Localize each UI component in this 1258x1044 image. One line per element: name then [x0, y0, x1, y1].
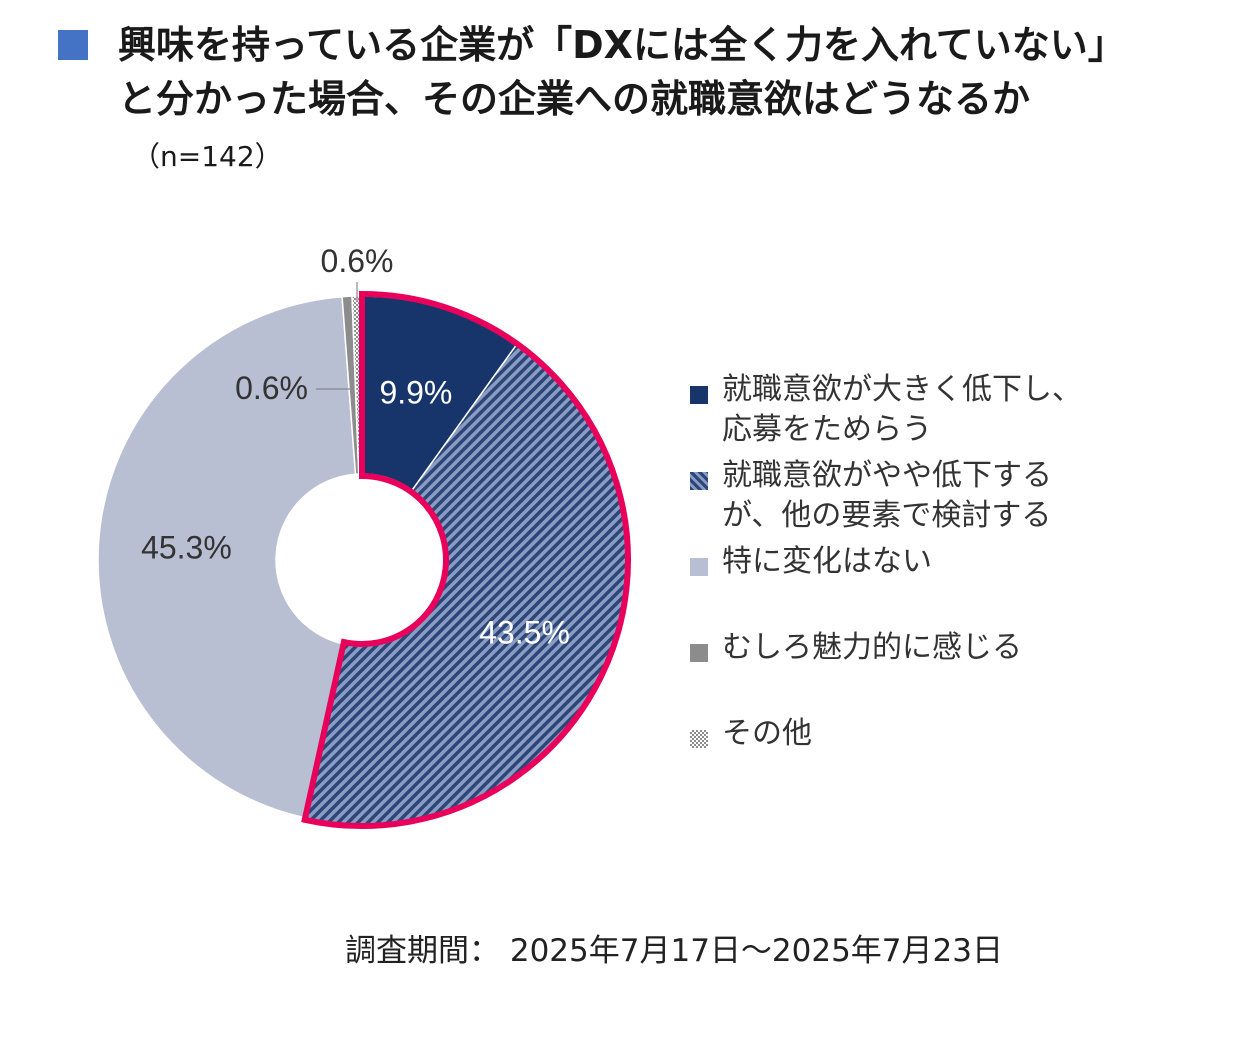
- legend-label: 特に変化はない: [722, 544, 932, 579]
- legend-item-no-change: 特に変化はない: [690, 542, 1102, 582]
- legend-swatch: [690, 386, 708, 404]
- data-label-more-attractive: 0.6%: [235, 370, 308, 406]
- legend-label: 就職意欲が大きく低下し、 応募をためらう: [722, 372, 1082, 447]
- title-marker: [58, 30, 88, 60]
- legend-label: その他: [722, 716, 812, 751]
- data-label-other: 0.6%: [321, 243, 394, 279]
- data-label-slight-decline: 43.5%: [479, 615, 570, 651]
- title-text: 興味を持っている企業が「DXには全く力を入れていない」と分かった場合、その企業へ…: [118, 23, 1107, 121]
- highlight-group: [301, 290, 631, 829]
- highlight-outline: [301, 290, 631, 829]
- legend-item-more-attractive: むしろ魅力的に感じる: [690, 628, 1102, 668]
- legend-swatch: [690, 644, 708, 662]
- legend-label: 就職意欲がやや低下する が、他の要素で検討する: [722, 458, 1052, 533]
- sample-size: （n=142）: [132, 140, 283, 173]
- survey-period: 調査期間： 2025年7月17日～2025年7月23日: [345, 933, 1003, 969]
- slices-group: [97, 295, 627, 825]
- legend-item-slight-decline: 就職意欲がやや低下する が、他の要素で検討する: [690, 456, 1102, 536]
- data-label-strong-decline: 9.9%: [379, 374, 452, 410]
- chart-title: 興味を持っている企業が「DXには全く力を入れていない」と分かった場合、その企業へ…: [118, 18, 1118, 184]
- data-label-no-change: 45.3%: [141, 530, 232, 566]
- legend-label: むしろ魅力的に感じる: [722, 630, 1022, 665]
- slice-no-change: [97, 295, 357, 819]
- labels-group: 9.9% 43.5% 45.3% 0.6% 0.6%: [141, 243, 570, 651]
- legend-swatch: [690, 472, 708, 490]
- legend-swatch: [690, 730, 708, 748]
- legend-item-other: その他: [690, 714, 1102, 754]
- legend-item-strong-decline: 就職意欲が大きく低下し、 応募をためらう: [690, 370, 1102, 450]
- legend-swatch: [690, 558, 708, 576]
